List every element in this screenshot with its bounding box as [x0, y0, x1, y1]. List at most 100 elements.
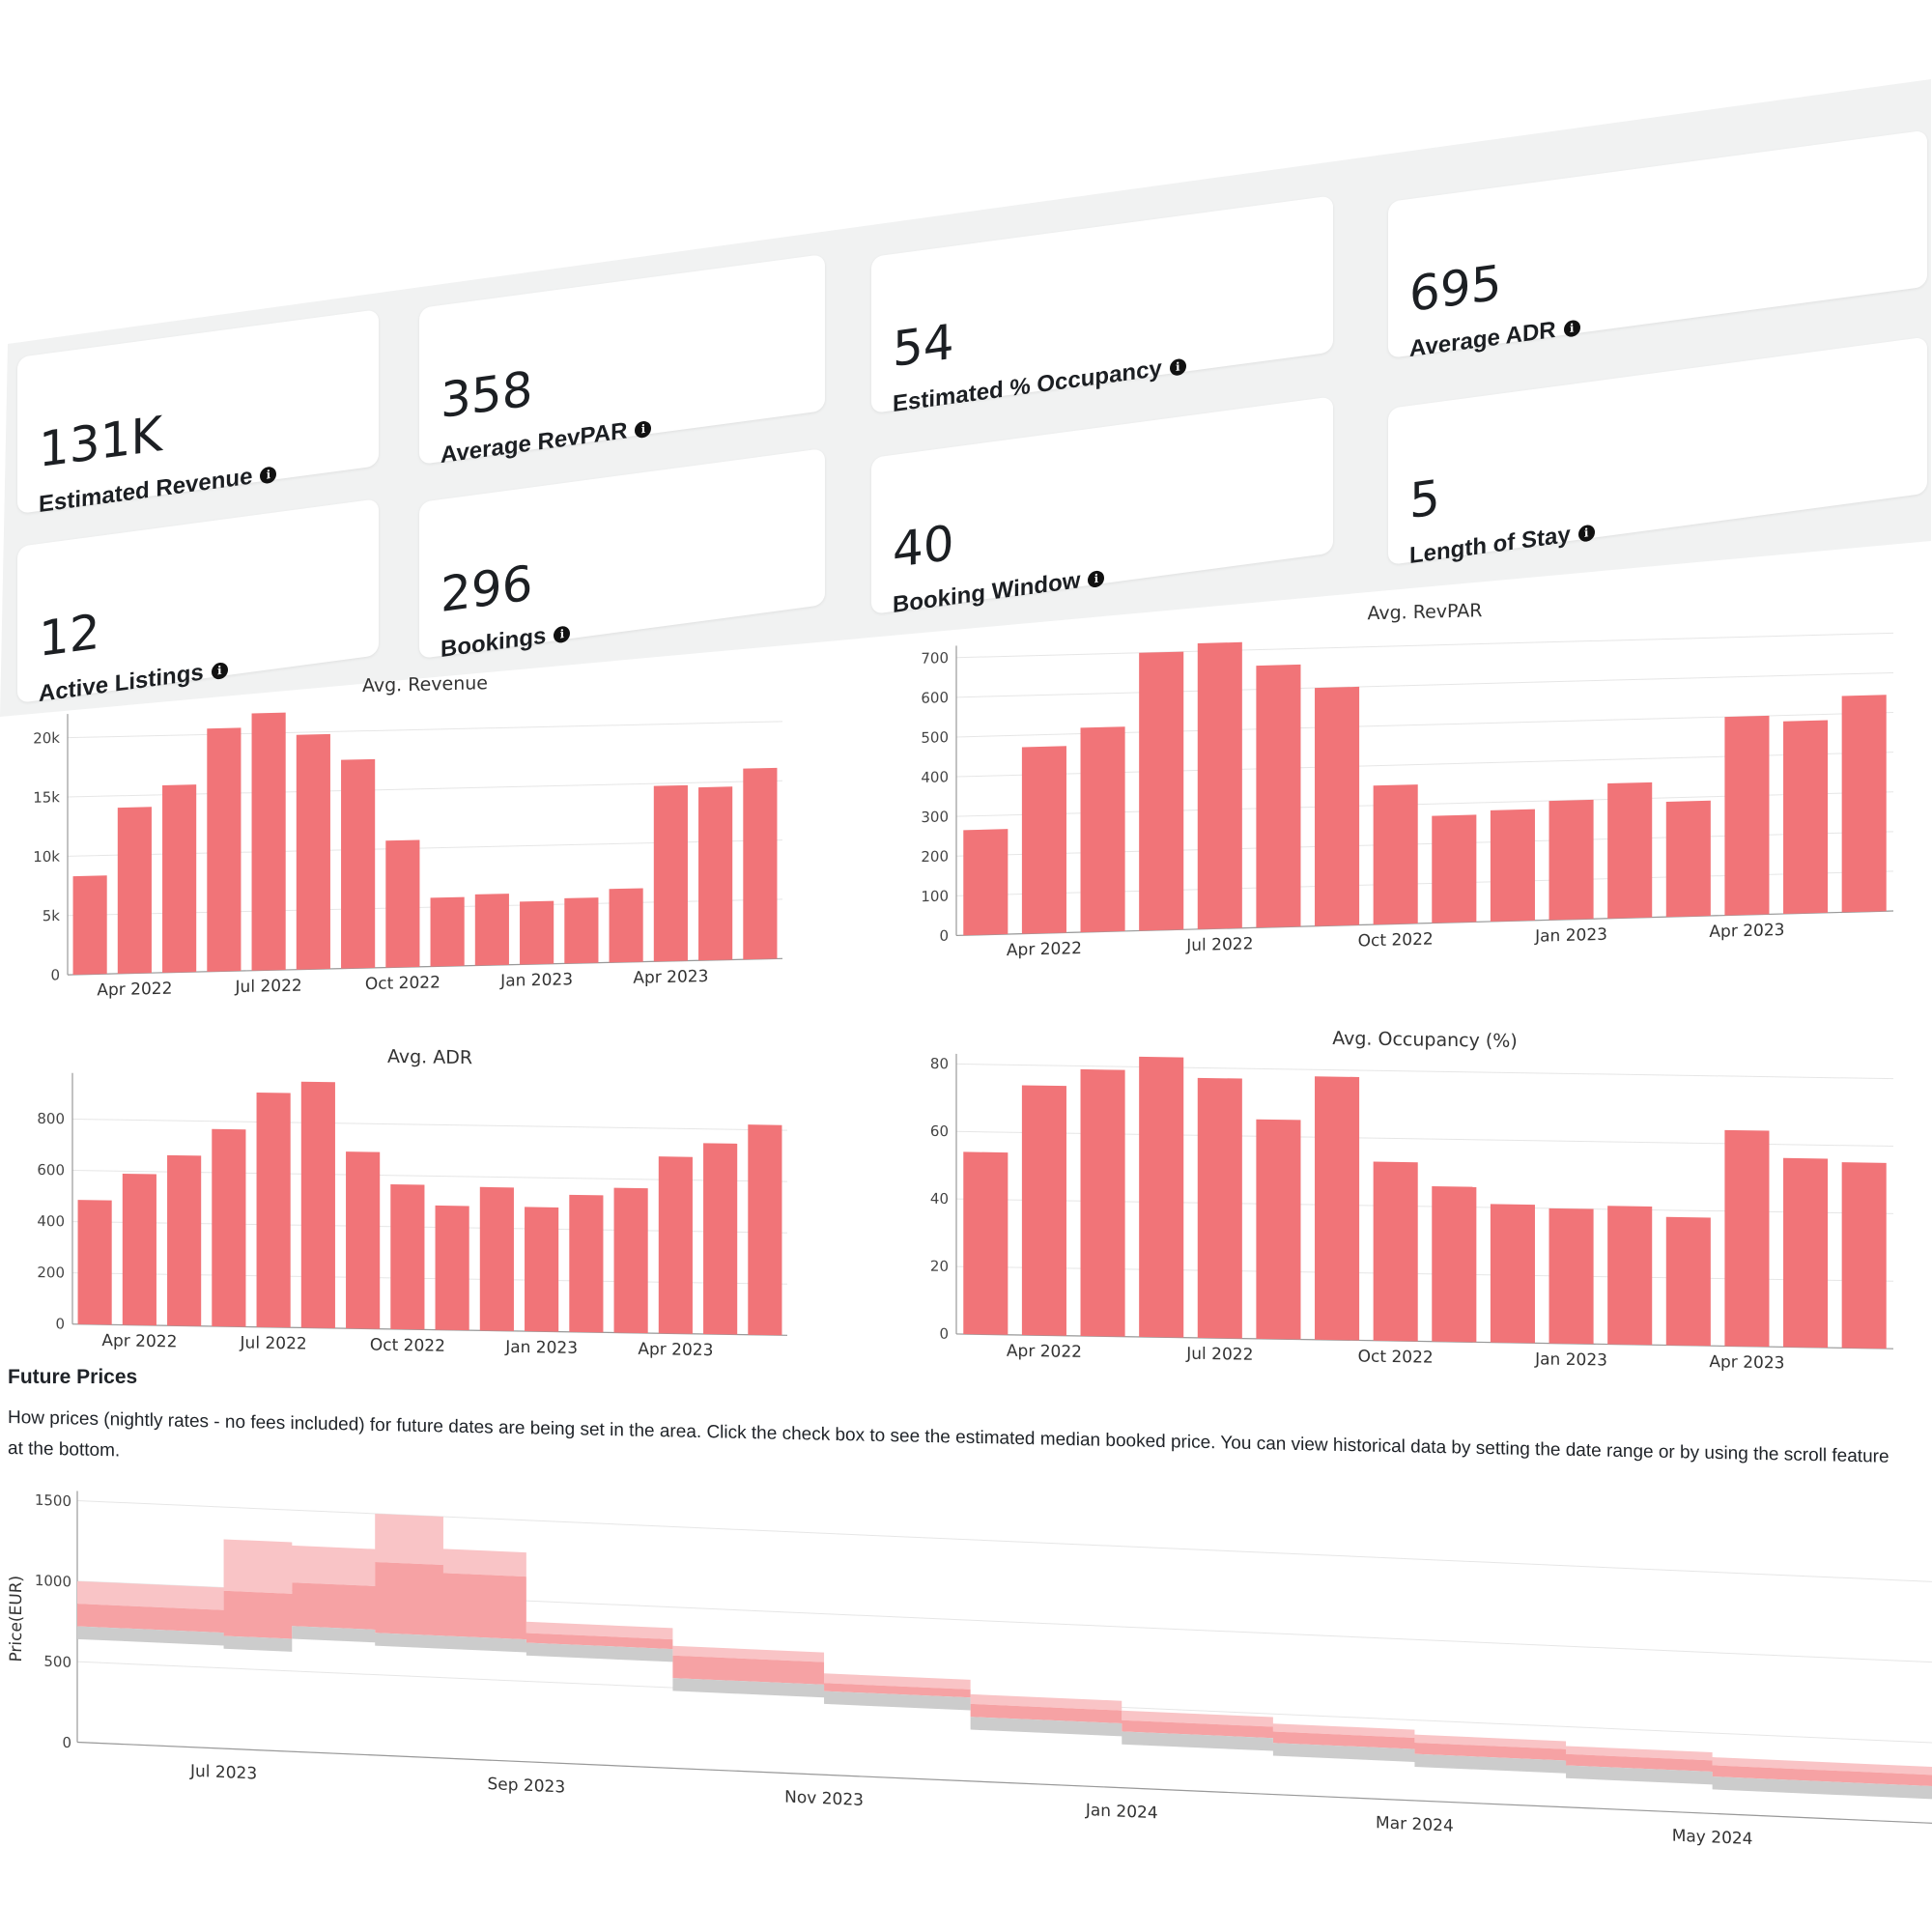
future-prices-heading: Future Prices — [8, 1366, 137, 1389]
x-tick-label: May 2024 — [1672, 1827, 1753, 1850]
plot-group: Avg. Revenue 0 5k 10k 15k 20k Apr 2022 Jul 2022… — [33, 666, 782, 1002]
bar[interactable] — [1724, 1130, 1769, 1347]
x-tick-label: Oct 2022 — [1358, 930, 1434, 952]
price-band-upper — [77, 1500, 1932, 1782]
bar[interactable] — [1198, 642, 1242, 929]
bar[interactable] — [1432, 814, 1476, 923]
y-tick-label: 20k — [33, 729, 60, 748]
bar[interactable] — [1549, 1208, 1594, 1344]
y-tick-label: 40 — [930, 1190, 949, 1208]
bar[interactable] — [1432, 1186, 1476, 1342]
bar[interactable] — [1666, 1217, 1711, 1346]
bar[interactable] — [73, 875, 107, 975]
x-tick-label: Jul 2022 — [240, 1333, 307, 1353]
bar[interactable] — [1256, 1120, 1300, 1340]
stat-value: 358 — [440, 360, 532, 429]
bar[interactable] — [1315, 687, 1359, 926]
y-axis-label: Price(EUR) — [7, 1575, 26, 1662]
bar[interactable] — [963, 829, 1008, 935]
bar[interactable] — [301, 1082, 335, 1328]
x-tick-label: Apr 2023 — [633, 967, 708, 988]
bar[interactable] — [703, 1143, 737, 1334]
bar[interactable] — [1491, 1204, 1535, 1343]
bar[interactable] — [1842, 1162, 1887, 1349]
bar[interactable] — [1315, 1076, 1359, 1340]
plot-group: 0 500 1000 1500 Price(EUR) Jul 2023 Sep 2023 No… — [7, 1488, 1932, 1857]
bar[interactable] — [1081, 1069, 1125, 1337]
bar[interactable] — [341, 759, 375, 969]
bar[interactable] — [297, 734, 330, 970]
bar[interactable] — [123, 1174, 156, 1325]
bar[interactable] — [654, 785, 688, 961]
bar[interactable] — [390, 1184, 424, 1329]
x-tick-label: Jul 2023 — [189, 1762, 257, 1784]
bar[interactable] — [610, 888, 643, 962]
bar[interactable] — [1783, 1158, 1828, 1348]
y-tick-label: 0 — [55, 1315, 65, 1332]
bar[interactable] — [162, 784, 196, 973]
info-icon[interactable]: i — [1578, 524, 1595, 542]
info-icon[interactable]: i — [554, 625, 570, 643]
bar[interactable] — [257, 1093, 291, 1327]
chart-future-prices: 0 500 1000 1500 Price(EUR) Jul 2023 Sep 2023 No… — [0, 1468, 1932, 1926]
bar[interactable] — [1022, 746, 1066, 933]
avg-revpar-svg: Avg. RevPAR 0 100 200 300 400 500 600 700 Apr 202… — [898, 599, 1913, 995]
bar[interactable] — [1549, 800, 1594, 920]
info-icon[interactable]: i — [260, 466, 276, 484]
bar[interactable] — [1724, 716, 1769, 916]
bar[interactable] — [569, 1195, 603, 1332]
bar[interactable] — [1783, 720, 1828, 914]
bar[interactable] — [1081, 726, 1125, 932]
bar[interactable] — [1666, 801, 1711, 917]
bar[interactable] — [1607, 782, 1652, 919]
bar[interactable] — [167, 1155, 201, 1326]
info-icon[interactable]: i — [1564, 319, 1580, 337]
bar[interactable] — [431, 897, 465, 967]
bar[interactable] — [385, 840, 419, 968]
bar[interactable] — [748, 1124, 781, 1335]
bar[interactable] — [1256, 665, 1300, 927]
bar[interactable] — [1139, 652, 1183, 931]
bar[interactable] — [1491, 810, 1535, 922]
y-tick-label: 500 — [921, 728, 949, 747]
bar[interactable] — [614, 1188, 648, 1333]
bar[interactable] — [1374, 784, 1418, 924]
bar[interactable] — [475, 894, 509, 965]
info-icon[interactable]: i — [635, 420, 651, 439]
bar[interactable] — [436, 1206, 469, 1330]
bar[interactable] — [118, 807, 152, 974]
bar[interactable] — [346, 1151, 380, 1329]
gridline — [956, 672, 1893, 696]
bar[interactable] — [743, 768, 777, 959]
avg-adr-svg: Avg. ADR0200400600800Apr 2022 Jul 2022 Oct… — [29, 1034, 792, 1372]
bar[interactable] — [1607, 1206, 1652, 1345]
bar[interactable] — [252, 713, 286, 971]
chart-avg-revpar: Avg. RevPAR 0 100 200 300 400 500 600 700 Apr 202… — [898, 599, 1913, 999]
bar[interactable] — [78, 1200, 112, 1324]
bar[interactable] — [564, 897, 598, 963]
bar[interactable] — [480, 1187, 514, 1331]
bar[interactable] — [1374, 1162, 1418, 1342]
y-tick-label: 100 — [921, 888, 949, 906]
info-icon[interactable]: i — [1088, 570, 1104, 588]
y-tick-label: 600 — [37, 1161, 65, 1179]
bar[interactable] — [698, 786, 732, 960]
bar[interactable] — [1139, 1057, 1183, 1338]
y-tick-label: 800 — [37, 1110, 65, 1127]
bar[interactable] — [212, 1129, 245, 1327]
x-tick-label: Nov 2023 — [784, 1787, 864, 1810]
x-tick-label: Jul 2022 — [1185, 1345, 1253, 1365]
info-icon[interactable]: i — [1170, 358, 1186, 377]
bar[interactable] — [525, 1207, 558, 1331]
bar[interactable] — [1022, 1085, 1066, 1335]
stat-value: 131K — [39, 406, 162, 478]
x-tick-label: Sep 2023 — [488, 1775, 566, 1798]
bar[interactable] — [963, 1151, 1008, 1334]
plot-group: Avg. Occupancy (%) 0 20 40 60 80 Apr 2022 Jul 2… — [930, 1022, 1893, 1376]
bar[interactable] — [659, 1156, 693, 1334]
bar[interactable] — [207, 727, 241, 971]
y-tick-label: 60 — [930, 1122, 949, 1140]
bar[interactable] — [1198, 1078, 1242, 1339]
bar[interactable] — [1842, 695, 1887, 912]
bar[interactable] — [520, 901, 554, 965]
